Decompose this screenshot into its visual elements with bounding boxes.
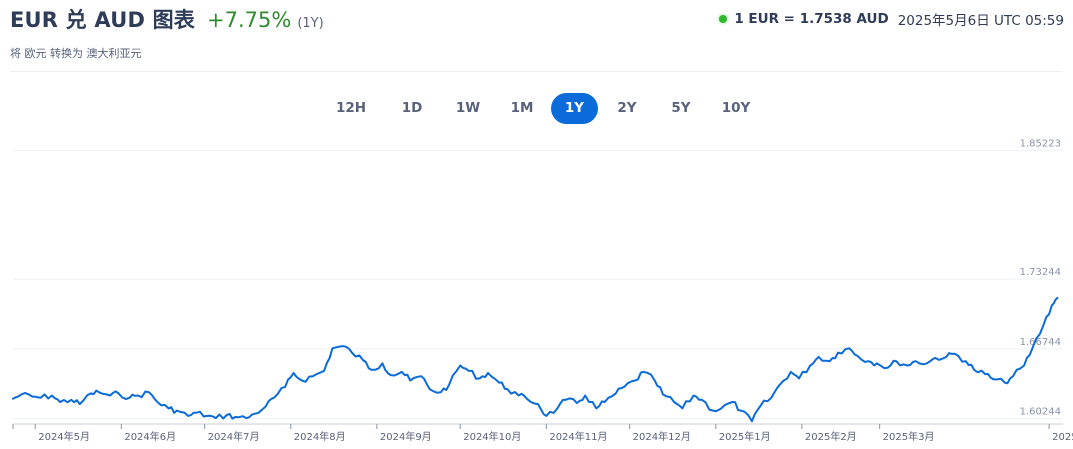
header-divider xyxy=(10,71,1063,72)
y-tick-label: 1.66744 xyxy=(1020,337,1061,348)
change-percent: +7.75% xyxy=(207,8,292,32)
x-tick-label: 2024年11月 xyxy=(549,430,607,443)
live-dot-icon xyxy=(719,15,728,23)
conversion-subtitle: 将 欧元 转换为 澳大利亚元 xyxy=(10,47,142,60)
title-row: EUR 兑 AUD 图表 +7.75% (1Y) xyxy=(10,4,324,34)
tab-1d[interactable]: 1D xyxy=(401,100,423,116)
x-tick-label: 2025年3月 xyxy=(883,430,935,443)
x-tick-label: 2025年1月 xyxy=(719,430,771,443)
page-title: EUR 兑 AUD 图表 xyxy=(10,8,195,32)
x-tick-label: 2024年10月 xyxy=(463,430,521,443)
x-tick-label: 2024年7月 xyxy=(208,430,260,443)
tab-1w[interactable]: 1W xyxy=(455,100,481,116)
x-tick-label: 2024年5月 xyxy=(38,430,90,443)
series-line xyxy=(12,296,1059,423)
rate-timestamp: 2025年5月6日 UTC 05:59 xyxy=(897,13,1064,29)
x-tick-label: 2024年12月 xyxy=(633,430,691,443)
x-tick-label: 2024年9月 xyxy=(380,430,432,443)
x-tick-label: 2025年2月 xyxy=(805,430,857,443)
time-range-tabs: 12H 1D 1W 1M 1Y 2Y 5Y 10Y xyxy=(327,93,763,124)
live-rate: 1 EUR = 1.7538 AUD 2025年5月6日 UTC 05:59 xyxy=(719,9,1064,29)
x-tick-label: 2025年5月 xyxy=(1052,430,1073,443)
y-tick-label: 1.60244 xyxy=(1020,407,1061,418)
tab-1y[interactable]: 1Y xyxy=(551,93,598,124)
period-label: (1Y) xyxy=(297,16,324,31)
y-tick-label: 1.73244 xyxy=(1020,267,1061,278)
tab-10y[interactable]: 10Y xyxy=(721,100,751,116)
current-rate: 1 EUR = 1.7538 AUD xyxy=(734,11,889,27)
x-tick-label: 2024年8月 xyxy=(294,430,346,443)
tab-12h[interactable]: 12H xyxy=(335,100,367,116)
tab-5y[interactable]: 5Y xyxy=(671,100,691,116)
x-tick-label: 2024年6月 xyxy=(124,430,176,443)
tab-2y[interactable]: 2Y xyxy=(617,100,637,116)
y-tick-label: 1.85223 xyxy=(1020,138,1061,149)
tab-1m[interactable]: 1M xyxy=(510,100,534,116)
